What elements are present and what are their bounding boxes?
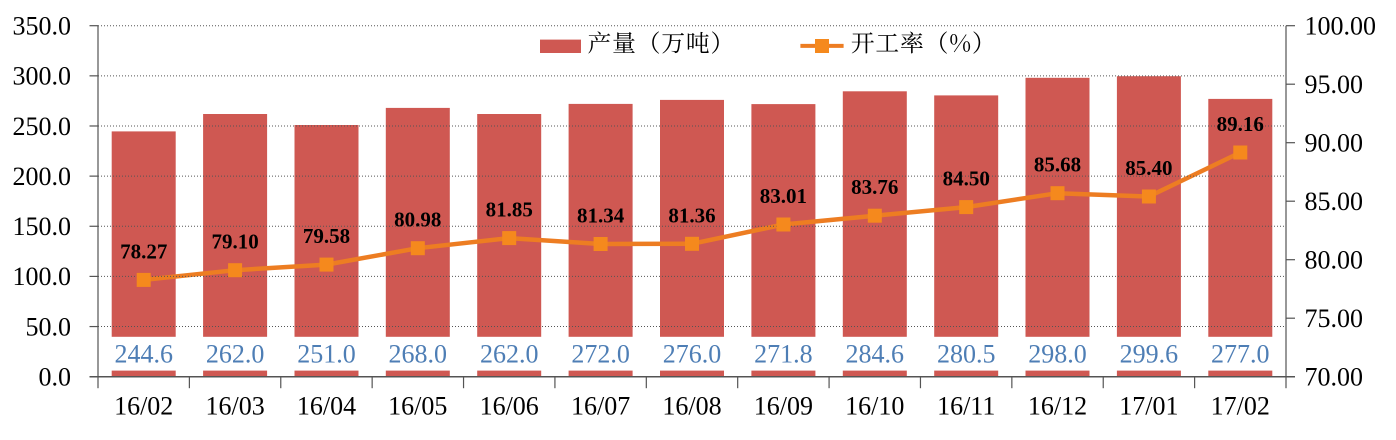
svg-text:298.0: 298.0	[1028, 339, 1087, 368]
svg-text:299.6: 299.6	[1120, 339, 1179, 368]
svg-text:100.00: 100.00	[1305, 12, 1377, 41]
svg-text:16/11: 16/11	[937, 392, 995, 421]
svg-text:100.0: 100.0	[13, 262, 72, 291]
svg-text:251.0: 251.0	[297, 339, 356, 368]
svg-text:250.0: 250.0	[13, 112, 72, 141]
svg-text:81.85: 81.85	[486, 198, 533, 222]
svg-text:78.27: 78.27	[120, 239, 167, 263]
svg-text:16/08: 16/08	[662, 392, 721, 421]
svg-text:85.00: 85.00	[1305, 187, 1364, 216]
svg-text:276.0: 276.0	[663, 339, 722, 368]
svg-text:280.5: 280.5	[937, 339, 996, 368]
svg-text:272.0: 272.0	[571, 339, 630, 368]
svg-text:83.01: 83.01	[760, 184, 807, 208]
svg-text:81.34: 81.34	[577, 204, 625, 228]
svg-text:80.00: 80.00	[1305, 246, 1364, 275]
svg-text:90.00: 90.00	[1305, 129, 1364, 158]
svg-text:16/04: 16/04	[297, 392, 356, 421]
svg-text:85.68: 85.68	[1034, 153, 1081, 177]
svg-text:85.40: 85.40	[1125, 156, 1172, 180]
svg-text:16/03: 16/03	[205, 392, 264, 421]
svg-text:81.36: 81.36	[668, 203, 715, 227]
svg-text:277.0: 277.0	[1211, 339, 1270, 368]
svg-text:16/05: 16/05	[388, 392, 447, 421]
svg-text:84.50: 84.50	[943, 167, 990, 191]
svg-text:80.98: 80.98	[394, 208, 441, 232]
svg-text:79.58: 79.58	[303, 224, 350, 248]
svg-text:16/12: 16/12	[1028, 392, 1087, 421]
svg-text:268.0: 268.0	[389, 339, 448, 368]
svg-text:75.00: 75.00	[1305, 304, 1364, 333]
svg-text:200.0: 200.0	[13, 162, 72, 191]
svg-text:350.0: 350.0	[13, 12, 72, 41]
svg-text:244.6: 244.6	[114, 339, 173, 368]
svg-text:50.0: 50.0	[26, 312, 72, 341]
svg-text:0.0: 0.0	[39, 363, 72, 392]
svg-text:262.0: 262.0	[206, 339, 265, 368]
svg-text:17/02: 17/02	[1211, 392, 1270, 421]
svg-text:150.0: 150.0	[13, 212, 72, 241]
svg-text:83.76: 83.76	[851, 175, 898, 199]
svg-text:89.16: 89.16	[1217, 112, 1264, 136]
svg-text:16/10: 16/10	[845, 392, 904, 421]
svg-text:17/01: 17/01	[1119, 392, 1178, 421]
svg-text:16/09: 16/09	[754, 392, 813, 421]
svg-text:16/07: 16/07	[571, 392, 630, 421]
svg-text:95.00: 95.00	[1305, 70, 1364, 99]
svg-text:284.6: 284.6	[846, 339, 905, 368]
svg-text:271.8: 271.8	[754, 339, 813, 368]
svg-text:79.10: 79.10	[211, 230, 258, 254]
svg-text:300.0: 300.0	[13, 62, 72, 91]
svg-text:16/02: 16/02	[114, 392, 173, 421]
svg-text:70.00: 70.00	[1305, 363, 1364, 392]
svg-text:262.0: 262.0	[480, 339, 539, 368]
svg-text:16/06: 16/06	[480, 392, 539, 421]
